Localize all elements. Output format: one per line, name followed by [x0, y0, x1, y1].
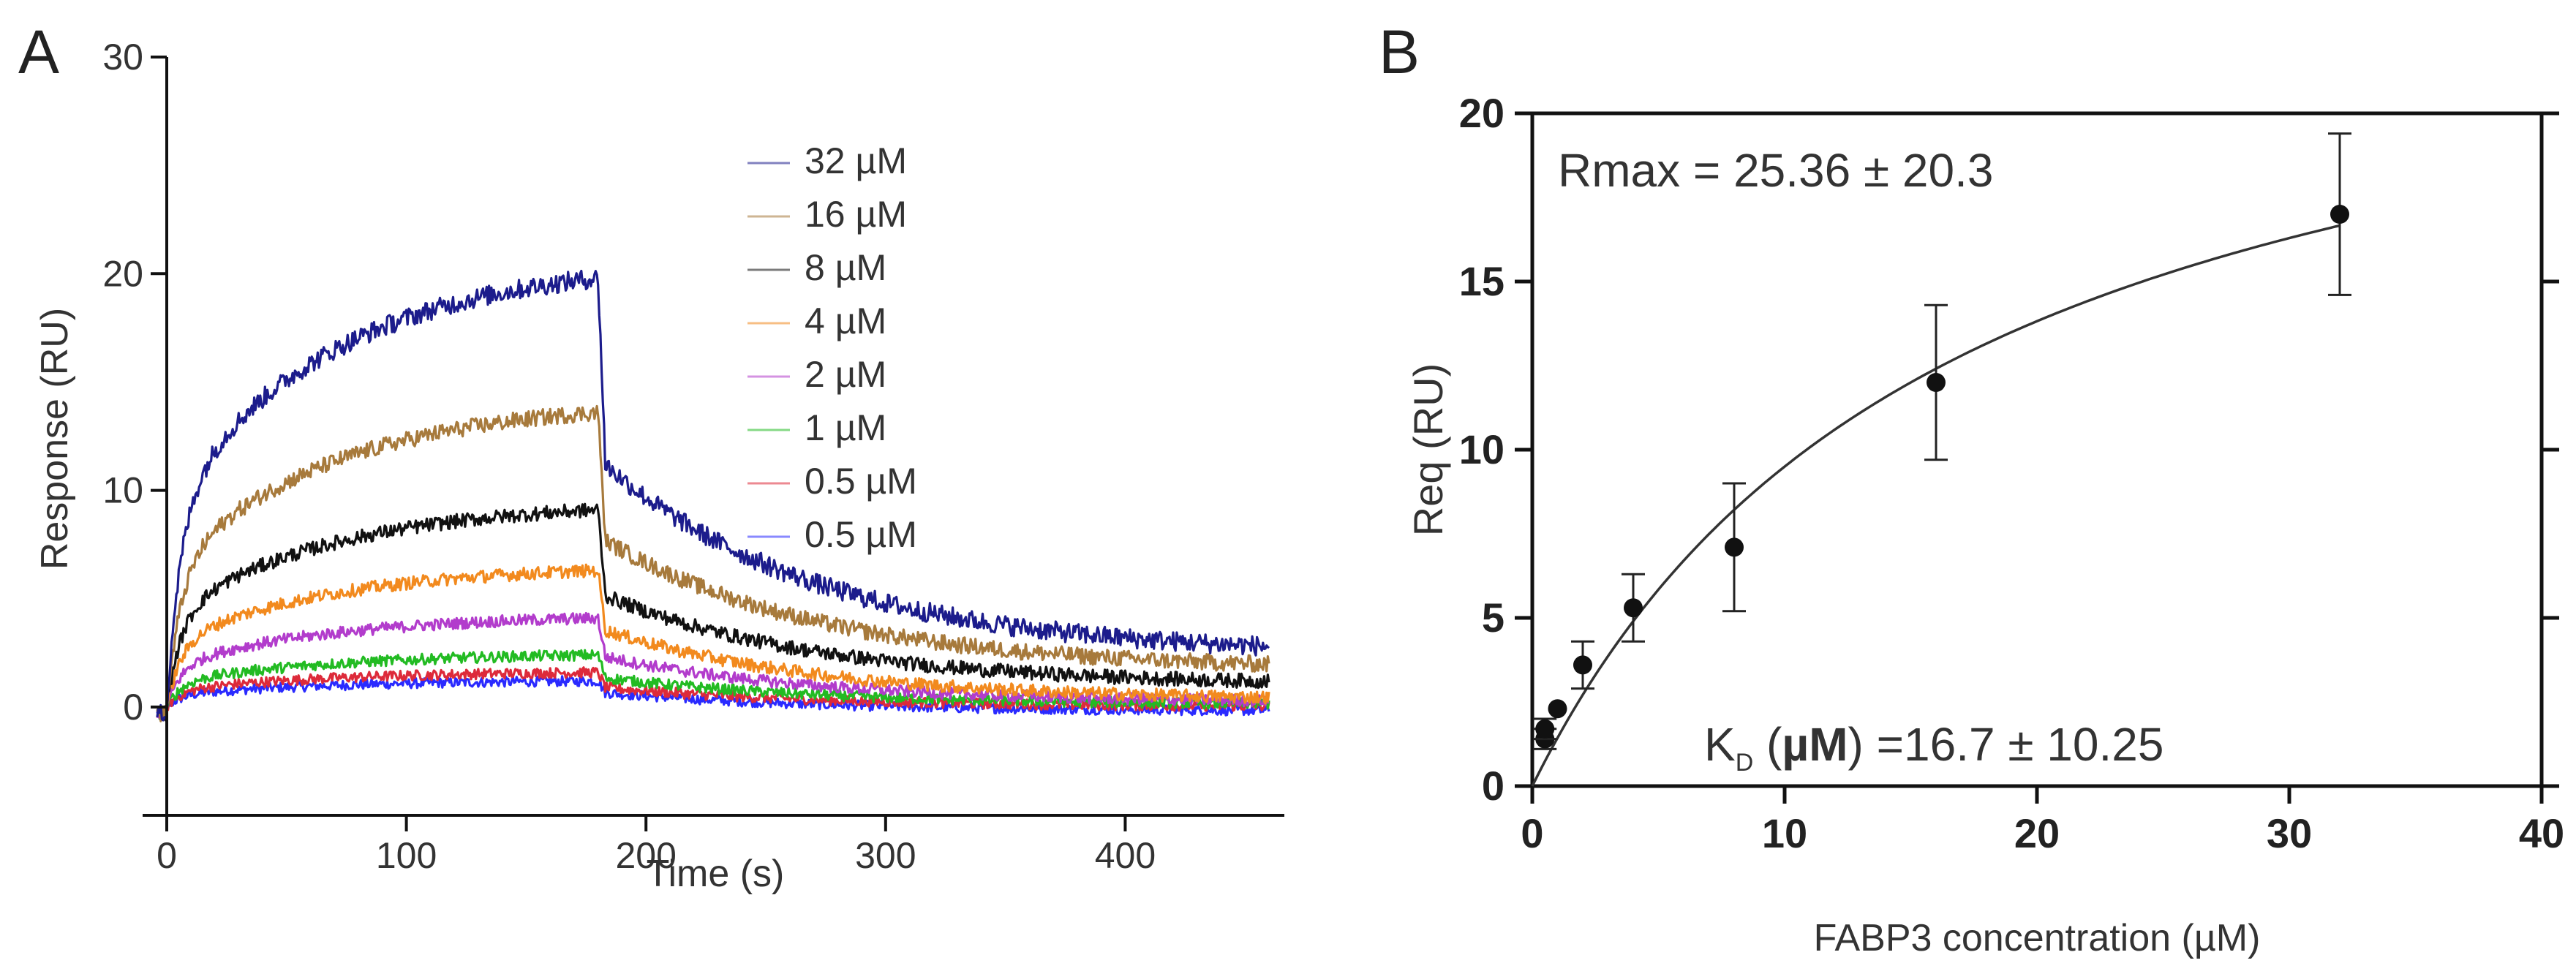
a-trace-1: [156, 404, 1270, 722]
b-kd-annotation: KD (µM) =16.7 ± 10.25: [1704, 718, 2163, 777]
a-legend-label-7: 0.5 µM: [805, 514, 917, 555]
b-point-7: [2330, 205, 2349, 224]
a-trace-3: [156, 563, 1270, 721]
kd-subscript: D: [1736, 749, 1754, 777]
b-ytick-label-5: 5: [1482, 594, 1504, 641]
b-rmax-annotation: Rmax = 25.36 ± 20.3: [1558, 144, 1993, 197]
a-legend-label-5: 1 µM: [805, 407, 886, 448]
b-y-label: Req (RU): [1405, 363, 1451, 536]
a-trace-6: [156, 666, 1270, 720]
a-trace-0: [156, 269, 1270, 722]
b-point-3: [1573, 655, 1592, 675]
kd-k: K: [1704, 718, 1736, 771]
b-xtick-label-40: 40: [2519, 810, 2564, 856]
b-ytick-label-20: 20: [1459, 90, 1504, 136]
a-ytick-label-10: 10: [102, 470, 143, 511]
b-yticks: 0 5 10 15 20: [1459, 90, 2559, 809]
kd-mu: µM: [1782, 718, 1848, 771]
a-legend-label-1: 16 µM: [805, 194, 907, 235]
panel-label-b: B: [1379, 18, 1420, 86]
a-legend-label-2: 8 µM: [805, 247, 886, 288]
a-xtick-label-200: 200: [615, 835, 676, 876]
b-ytick-label-0: 0: [1482, 763, 1504, 809]
a-ytick-label-0: 0: [123, 687, 143, 728]
b-point-6: [1927, 373, 1946, 392]
a-ytick-label-30: 30: [102, 37, 143, 78]
b-xtick-label-10: 10: [1762, 810, 1807, 856]
panel-label-a: A: [18, 18, 59, 86]
b-point-4: [1624, 598, 1643, 618]
a-trace-4: [156, 611, 1270, 720]
a-legend-label-4: 2 µM: [805, 354, 886, 395]
a-x-label: Time (s): [647, 853, 785, 895]
b-ytick-label-10: 10: [1459, 426, 1504, 472]
b-xticks: 0 10 20 30 40: [1521, 786, 2564, 856]
a-legend: 32 µM 16 µM 8 µM 4 µM 2 µM 1 µM 0.5 µM 0.5 µM: [747, 140, 917, 555]
a-legend-label-6: 0.5 µM: [805, 461, 917, 502]
a-trace-2: [156, 502, 1270, 722]
b-point-2: [1548, 699, 1567, 719]
a-xtick-label-400: 400: [1095, 835, 1156, 876]
a-legend-label-3: 4 µM: [805, 301, 886, 341]
kd-close-paren: ): [1848, 718, 1864, 771]
b-point-5: [1725, 537, 1744, 557]
b-xtick-label-0: 0: [1521, 810, 1543, 856]
b-xtick-label-20: 20: [2014, 810, 2060, 856]
panel-b-binding: 0 5 10 15 20 0 10 20 30 40 FABP3 concentration (…: [1405, 90, 2564, 959]
kd-space-2: [1864, 718, 1877, 771]
a-traces: [156, 269, 1270, 722]
b-points: [1533, 132, 2351, 750]
a-yticks: 0 10 20 30: [102, 37, 167, 728]
a-legend-label-0: 32 µM: [805, 140, 907, 181]
b-plot-frame: [1530, 111, 2544, 788]
b-ytick-label-15: 15: [1459, 258, 1504, 304]
a-ytick-label-20: 20: [102, 253, 143, 294]
a-xtick-label-0: 0: [157, 835, 177, 876]
kd-open-paren: (: [1766, 718, 1782, 771]
panel-a-sensorgram: 0 10 20 30 0 100 200 300 400 Time (s) Response …: [34, 37, 1284, 895]
a-xticks: 0 100 200 300 400: [157, 815, 1156, 876]
kd-value: =16.7 ± 10.25: [1877, 718, 2164, 771]
a-xtick-label-300: 300: [855, 835, 916, 876]
b-x-label: FABP3 concentration (µM): [1814, 917, 2261, 959]
kd-space: [1753, 718, 1766, 771]
a-xtick-label-100: 100: [376, 835, 437, 876]
b-xtick-label-30: 30: [2267, 810, 2312, 856]
a-y-label: Response (RU): [34, 308, 76, 570]
b-point-1: [1535, 719, 1555, 739]
